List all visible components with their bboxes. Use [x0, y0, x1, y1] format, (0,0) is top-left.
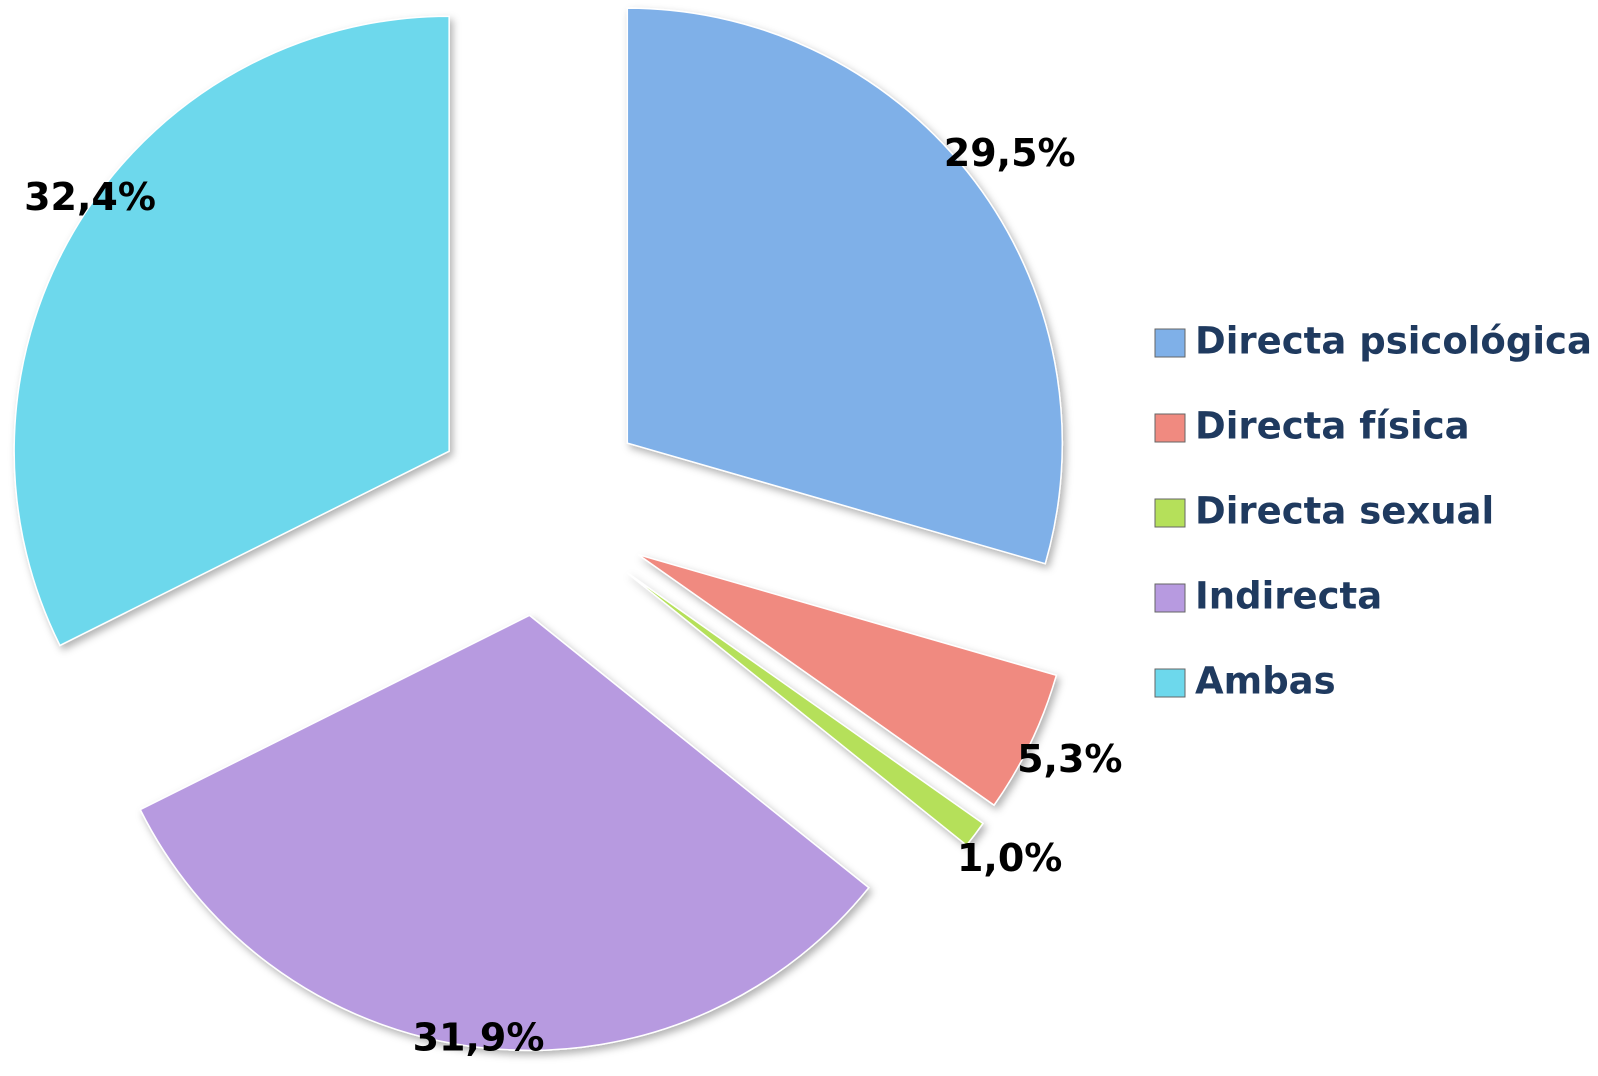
legend-swatch [1154, 498, 1186, 528]
value-label: 1,0% [957, 836, 1062, 880]
legend-label: Directa física [1195, 405, 1470, 448]
value-label: 5,3% [1017, 737, 1122, 781]
legend-label: Directa sexual [1195, 490, 1494, 533]
legend-swatch [1154, 413, 1186, 443]
legend-swatch [1154, 668, 1186, 698]
legend-swatch [1154, 583, 1186, 613]
legend-label: Directa psicológica [1195, 320, 1592, 363]
pie-slice [626, 7, 1064, 565]
pie-slice [626, 572, 985, 847]
legend-label: Indirecta [1195, 575, 1382, 618]
value-label: 31,9% [413, 1016, 545, 1060]
value-label: 29,5% [944, 131, 1076, 175]
pie-slice [139, 614, 870, 1052]
pie-slice [13, 15, 450, 647]
legend-swatch [1154, 328, 1186, 358]
legend-label: Ambas [1195, 660, 1336, 703]
pie-slice [637, 553, 1058, 807]
value-label: 32,4% [24, 175, 156, 219]
